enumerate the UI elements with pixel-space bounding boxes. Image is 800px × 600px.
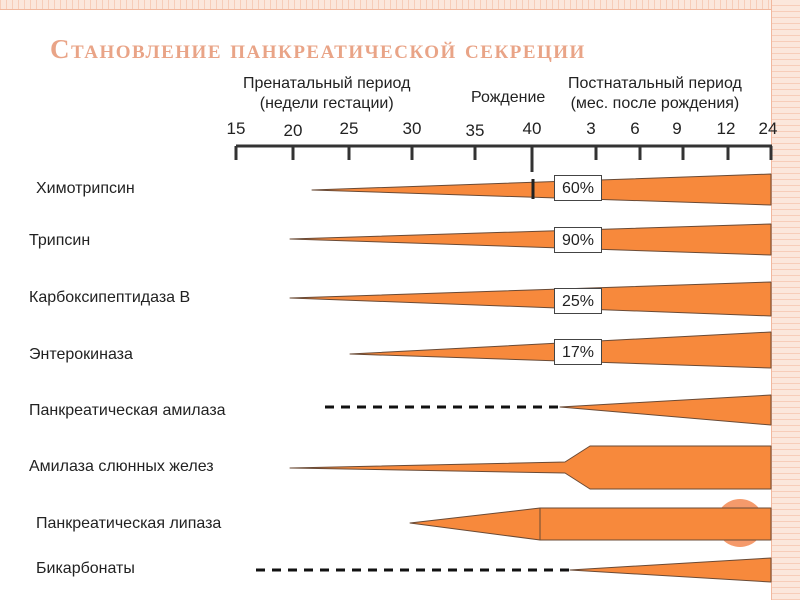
row-label-trypsin: Трипсин bbox=[29, 232, 91, 249]
postnatal-header-line2: (мес. после рождения) bbox=[570, 95, 740, 112]
page-title: Становление панкреатической секреции bbox=[50, 34, 586, 64]
bicarbonate-wedge bbox=[569, 557, 772, 583]
row-label-carboxypeptidase: Карбоксипептидаза В bbox=[29, 289, 191, 306]
tick-label-35: 35 bbox=[465, 121, 485, 140]
postnatal-period-header: Постнатальный период (мес. после рождени… bbox=[568, 74, 742, 114]
tick-label-3: 3 bbox=[586, 119, 596, 138]
row-label-bicarbonate: Бикарбонаты bbox=[36, 560, 135, 577]
pancreatic-amylase-wedge bbox=[559, 394, 772, 426]
tick-label-12: 12 bbox=[716, 119, 736, 138]
carboxypeptidase-wedge bbox=[289, 281, 772, 317]
tick-label-24: 24 bbox=[758, 119, 778, 138]
percent-badge-chymotrypsin: 60% bbox=[554, 175, 602, 201]
tick-label-6: 6 bbox=[630, 119, 640, 138]
pancreatic-lipase-wedge bbox=[409, 507, 772, 541]
timeline-axis bbox=[234, 144, 773, 172]
percent-badge-trypsin: 90% bbox=[554, 227, 602, 253]
tick-label-30: 30 bbox=[402, 119, 422, 138]
tick-label-40: 40 bbox=[522, 119, 542, 138]
row-label-enterokinase: Энтерокиназа bbox=[29, 346, 133, 363]
tick-label-25: 25 bbox=[339, 119, 359, 138]
tick-label-9: 9 bbox=[672, 119, 682, 138]
birth-header: Рождение bbox=[471, 89, 546, 106]
tick-label-20: 20 bbox=[283, 121, 303, 140]
dashed-lines bbox=[256, 405, 575, 572]
tick-label-15: 15 bbox=[226, 119, 246, 138]
row-label-chymotrypsin: Химотрипсин bbox=[36, 180, 135, 197]
row-label-pancreatic-lipase: Панкреатическая липаза bbox=[36, 515, 222, 532]
percent-badge-carboxypeptidase: 25% bbox=[554, 288, 602, 314]
row-label-pancreatic-amylase: Панкреатическая амилаза bbox=[29, 402, 226, 419]
salivary-amylase-wedge bbox=[289, 445, 772, 490]
row-label-salivary-amylase: Амилаза слюнных желез bbox=[29, 458, 214, 475]
prenatal-header-line1: Пренатальный период bbox=[243, 75, 411, 92]
trypsin-wedge bbox=[289, 223, 772, 256]
postnatal-header-line1: Постнатальный период bbox=[568, 75, 742, 92]
prenatal-period-header: Пренатальный период (недели гестации) bbox=[243, 74, 410, 114]
percent-badge-enterokinase: 17% bbox=[554, 339, 602, 365]
decorative-frame-top bbox=[0, 0, 800, 10]
prenatal-header-line2: (недели гестации) bbox=[259, 95, 394, 112]
chymotrypsin-wedge bbox=[311, 173, 772, 206]
